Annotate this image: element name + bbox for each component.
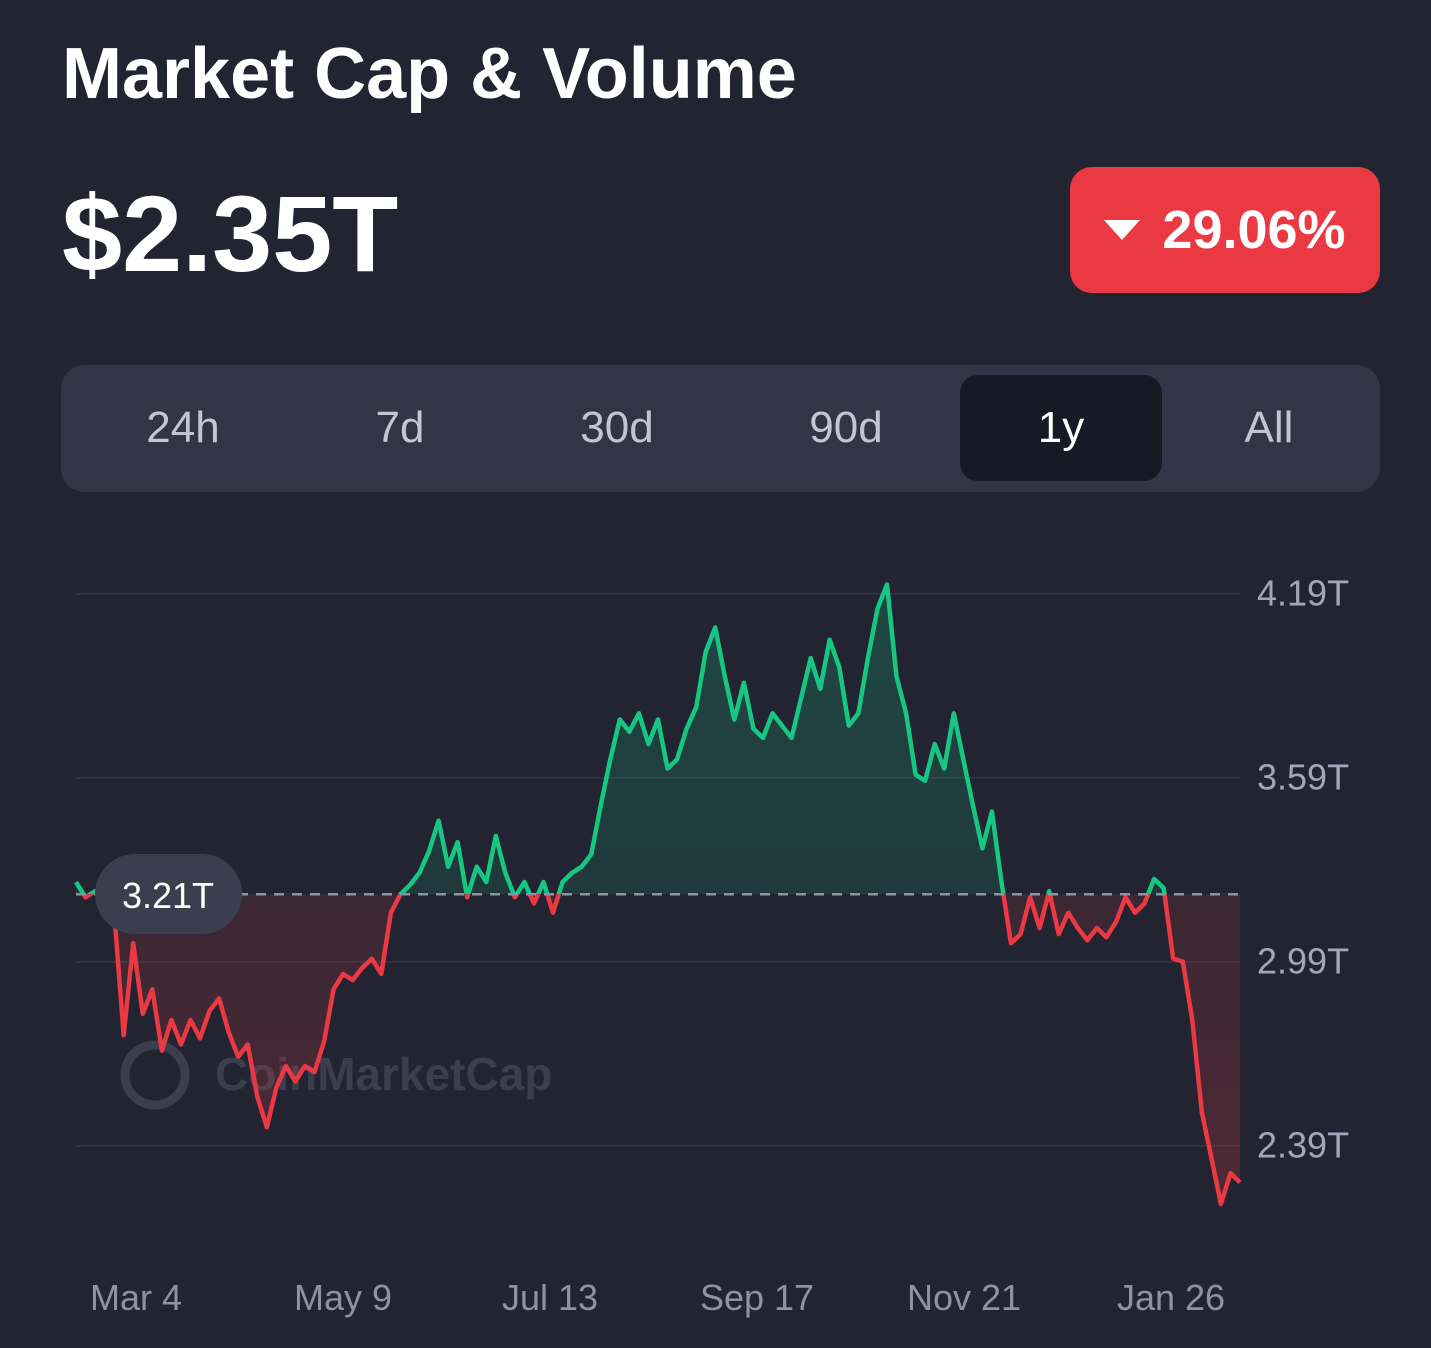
tab-all[interactable]: All	[1244, 403, 1294, 452]
x-tick-label: Sep 17	[700, 1277, 814, 1318]
x-tick-label: Mar 4	[90, 1277, 182, 1318]
y-tick-label: 3.59T	[1257, 757, 1349, 798]
tab-7d[interactable]: 7d	[375, 403, 425, 452]
tab-24h[interactable]: 24h	[146, 403, 220, 452]
change-percent: 29.06%	[1162, 200, 1346, 260]
baseline-label: 3.21T	[122, 875, 214, 916]
series-line-below	[80, 894, 1242, 1207]
area-above-baseline	[76, 584, 1165, 895]
x-tick-label: May 9	[294, 1277, 392, 1318]
market-cap-value: $2.35T	[62, 173, 399, 294]
change-badge: 29.06%	[1070, 167, 1380, 293]
watermark-logo-icon	[120, 1040, 190, 1110]
x-tick-label: Nov 21	[907, 1277, 1021, 1318]
y-tick-label: 2.39T	[1257, 1125, 1349, 1166]
y-tick-label: 4.19T	[1257, 573, 1349, 614]
timeframe-tabs: 24h 7d 30d 90d 1y All	[61, 365, 1380, 492]
x-tick-label: Jul 13	[502, 1277, 598, 1318]
y-tick-label: 2.99T	[1257, 941, 1349, 982]
caret-down-icon	[1104, 220, 1141, 240]
x-axis-labels: Mar 4 May 9 Jul 13 Sep 17 Nov 21 Jan 26	[90, 1277, 1225, 1318]
chart-title: Market Cap & Volume	[62, 34, 797, 114]
baseline-label-pill: 3.21T	[95, 854, 242, 934]
x-tick-label: Jan 26	[1117, 1277, 1225, 1318]
tab-1y[interactable]: 1y	[960, 375, 1162, 481]
y-axis-labels: 4.19T 3.59T 2.99T 2.39T	[1257, 573, 1349, 1166]
series-line-above	[74, 582, 1167, 895]
tab-30d[interactable]: 30d	[580, 403, 654, 452]
tab-90d[interactable]: 90d	[809, 403, 883, 452]
